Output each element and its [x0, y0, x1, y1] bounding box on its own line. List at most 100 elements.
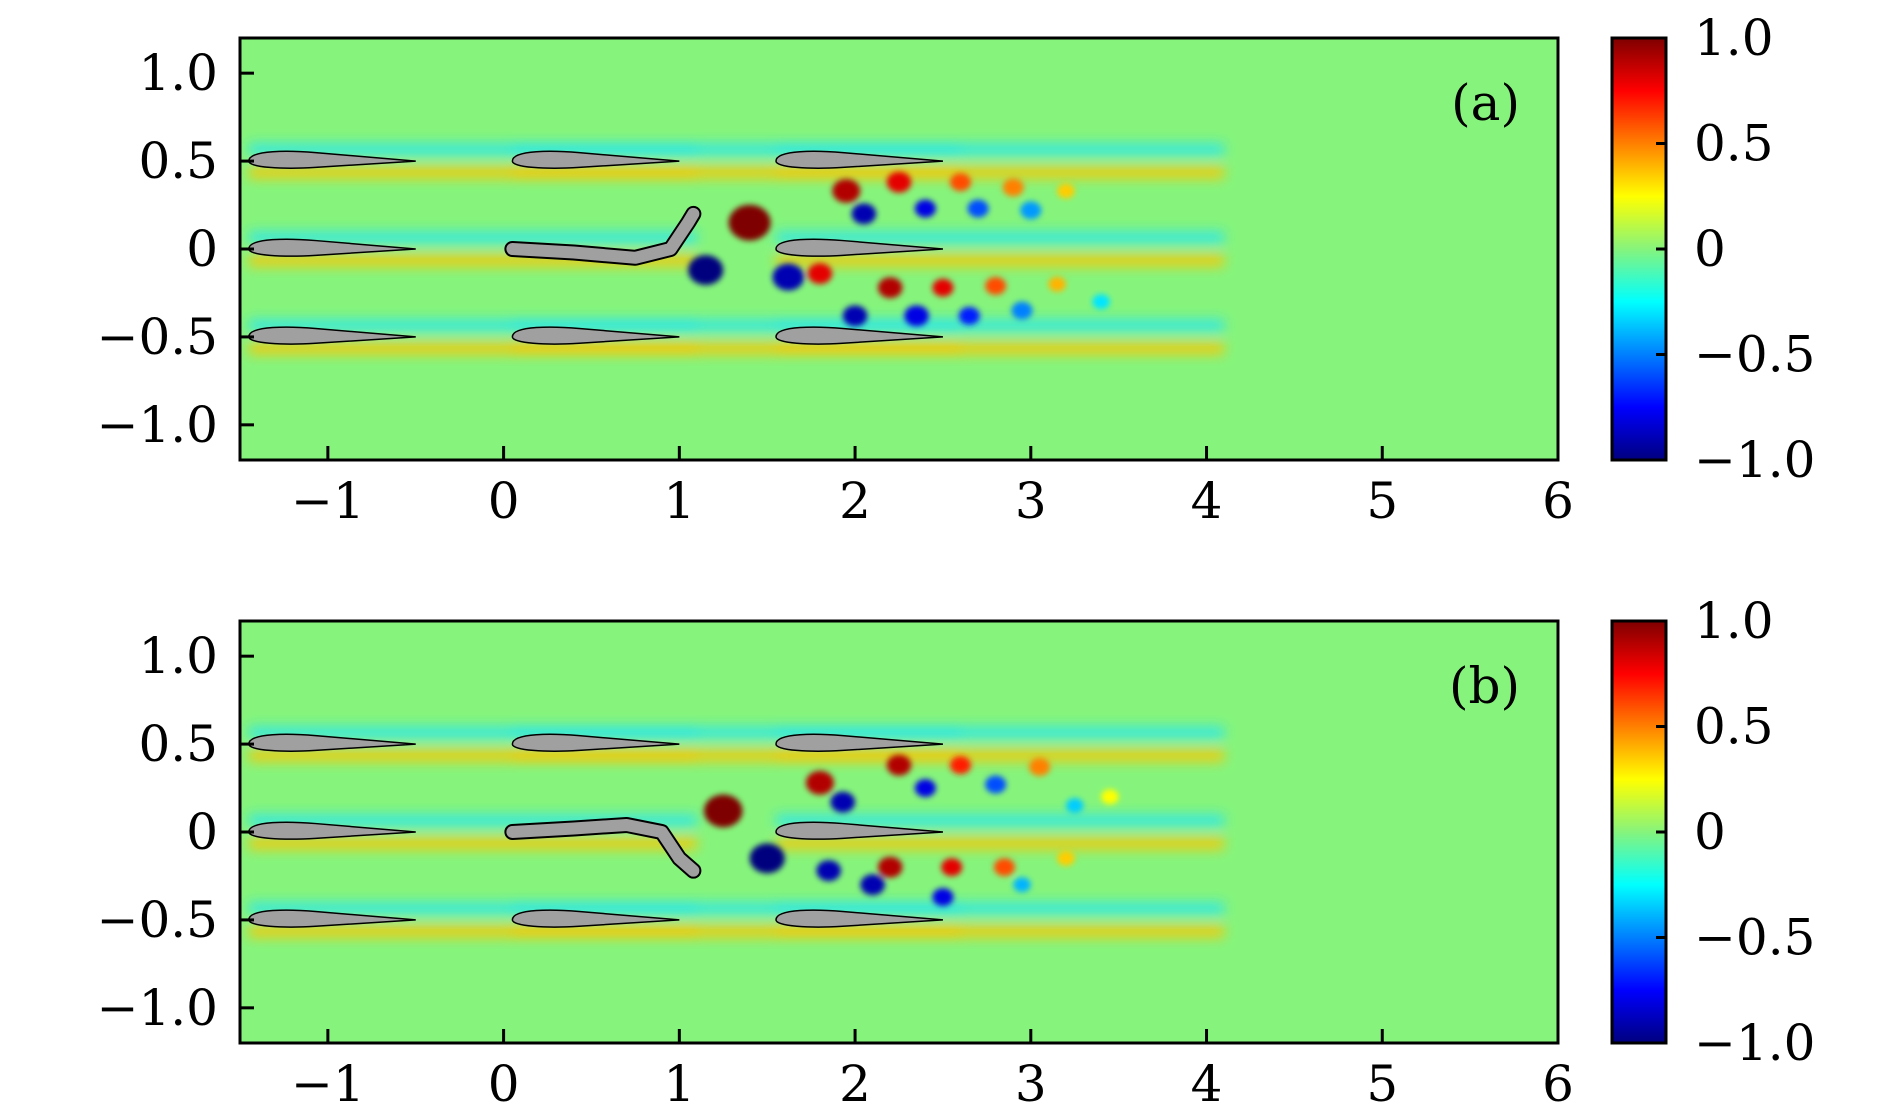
- vortex: [941, 858, 963, 877]
- wake-upper: [775, 902, 1225, 915]
- airfoil: [511, 326, 680, 345]
- vortex: [830, 791, 856, 813]
- vortex: [932, 888, 954, 907]
- x-tick-label: 6: [1542, 472, 1574, 530]
- wake-lower: [775, 342, 1225, 355]
- colorbar-tick-label: 1.0: [1694, 592, 1774, 650]
- colorbar-tick-label: 0.5: [1694, 115, 1774, 173]
- panel-label: (a): [1451, 74, 1520, 132]
- x-tick-label: 1: [663, 472, 695, 530]
- panel-label: (b): [1449, 657, 1520, 715]
- x-tick-label: 6: [1542, 1055, 1574, 1111]
- vortex: [1101, 789, 1119, 805]
- airfoil: [248, 238, 416, 257]
- vortex: [949, 173, 972, 192]
- x-tick-label: 4: [1191, 1055, 1223, 1111]
- wake-upper: [775, 231, 1225, 244]
- vortex: [805, 770, 834, 795]
- x-tick-label: 5: [1366, 1055, 1398, 1111]
- airfoil: [775, 238, 943, 257]
- y-tick-label: 1.0: [138, 44, 218, 102]
- x-tick-label: −1: [291, 472, 365, 530]
- vortex: [1011, 301, 1033, 320]
- vortex: [807, 263, 833, 285]
- panel-a: −1 0 1 2 3 4 5 6 1.0 0.5 0 −0.5 −1.0 (a) 1.0 0.5 0 −0.5 −1…: [97, 9, 1816, 530]
- x-tick-label: 3: [1015, 1055, 1047, 1111]
- y-tick-label: 0: [186, 803, 218, 861]
- y-tick-label: −1.0: [97, 396, 218, 454]
- airfoil: [775, 821, 943, 840]
- vortex: [749, 843, 785, 874]
- airfoil: [511, 150, 680, 169]
- airfoil: [248, 150, 416, 169]
- x-tick-label: 4: [1191, 472, 1223, 530]
- colorbar-tick-label: −1.0: [1694, 431, 1815, 489]
- vortex: [851, 203, 877, 225]
- vortex: [886, 754, 912, 776]
- vortex: [904, 305, 929, 327]
- wake-upper: [775, 319, 1225, 332]
- vortex: [967, 199, 989, 218]
- flexible-foil: [506, 207, 700, 264]
- airfoil: [248, 326, 416, 345]
- vortex-layer: [703, 754, 1119, 907]
- vortex: [1048, 276, 1066, 292]
- vortex: [993, 858, 1015, 877]
- airfoil: [248, 733, 416, 752]
- y-tick-label: −0.5: [97, 891, 218, 949]
- colorbar-tick-label: 0.5: [1694, 698, 1774, 756]
- colorbar-tick-label: −0.5: [1694, 909, 1815, 967]
- colorbar-tick-label: −0.5: [1694, 326, 1815, 384]
- x-tick-label: 2: [839, 472, 871, 530]
- panel-b: −1 0 1 2 3 4 5 6 1.0 0.5 0 −0.5 −1.0 (b) 1.0 0.5 0 −0.5 −1…: [97, 592, 1816, 1111]
- vortex: [985, 276, 1007, 295]
- x-tick-label: 1: [663, 1055, 695, 1111]
- vortex: [703, 794, 743, 828]
- vortex: [1002, 178, 1024, 197]
- y-tick-label: 0: [186, 220, 218, 278]
- vortex: [1057, 183, 1075, 199]
- plot-area: [240, 621, 1558, 1043]
- x-tick-label: 0: [488, 472, 520, 530]
- vortex: [1065, 798, 1084, 814]
- x-tick-label: 3: [1015, 472, 1047, 530]
- vortex: [688, 255, 724, 286]
- y-tick-label: 0.5: [138, 132, 218, 190]
- colorbar-tick-label: 0: [1694, 803, 1726, 861]
- airfoil: [775, 909, 943, 928]
- airfoil: [248, 821, 416, 840]
- vortex: [816, 860, 842, 882]
- y-tick-label: 0.5: [138, 715, 218, 773]
- airfoil: [511, 733, 680, 752]
- vortex: [1092, 294, 1110, 310]
- vortex: [949, 756, 972, 775]
- vortex: [1013, 877, 1031, 893]
- vortex: [1029, 757, 1051, 776]
- airfoil: [775, 326, 943, 345]
- wake-lower: [775, 837, 1225, 850]
- wake-lower: [248, 837, 697, 850]
- vortex-layer: [688, 171, 1110, 327]
- vortex: [1057, 850, 1075, 866]
- airfoil: [248, 909, 416, 928]
- wake-lower: [775, 254, 1225, 267]
- wake-lower: [775, 925, 1225, 938]
- x-tick-label: 0: [488, 1055, 520, 1111]
- y-tick-label: 1.0: [138, 627, 218, 685]
- vortex: [860, 874, 885, 896]
- colorbar-tick-label: 1.0: [1694, 9, 1774, 67]
- wake-lower: [775, 749, 1225, 762]
- airfoil: [775, 150, 943, 169]
- wake-upper: [248, 231, 697, 244]
- y-tick-label: −0.5: [97, 308, 218, 366]
- airfoil: [511, 909, 680, 928]
- airfoil: [775, 733, 943, 752]
- vortex: [832, 179, 861, 203]
- vortex: [914, 199, 936, 218]
- airfoil-layer: [248, 733, 943, 928]
- vortex: [914, 779, 936, 798]
- vortex: [842, 305, 868, 327]
- wake-upper: [775, 814, 1225, 827]
- x-tick-label: 5: [1366, 472, 1398, 530]
